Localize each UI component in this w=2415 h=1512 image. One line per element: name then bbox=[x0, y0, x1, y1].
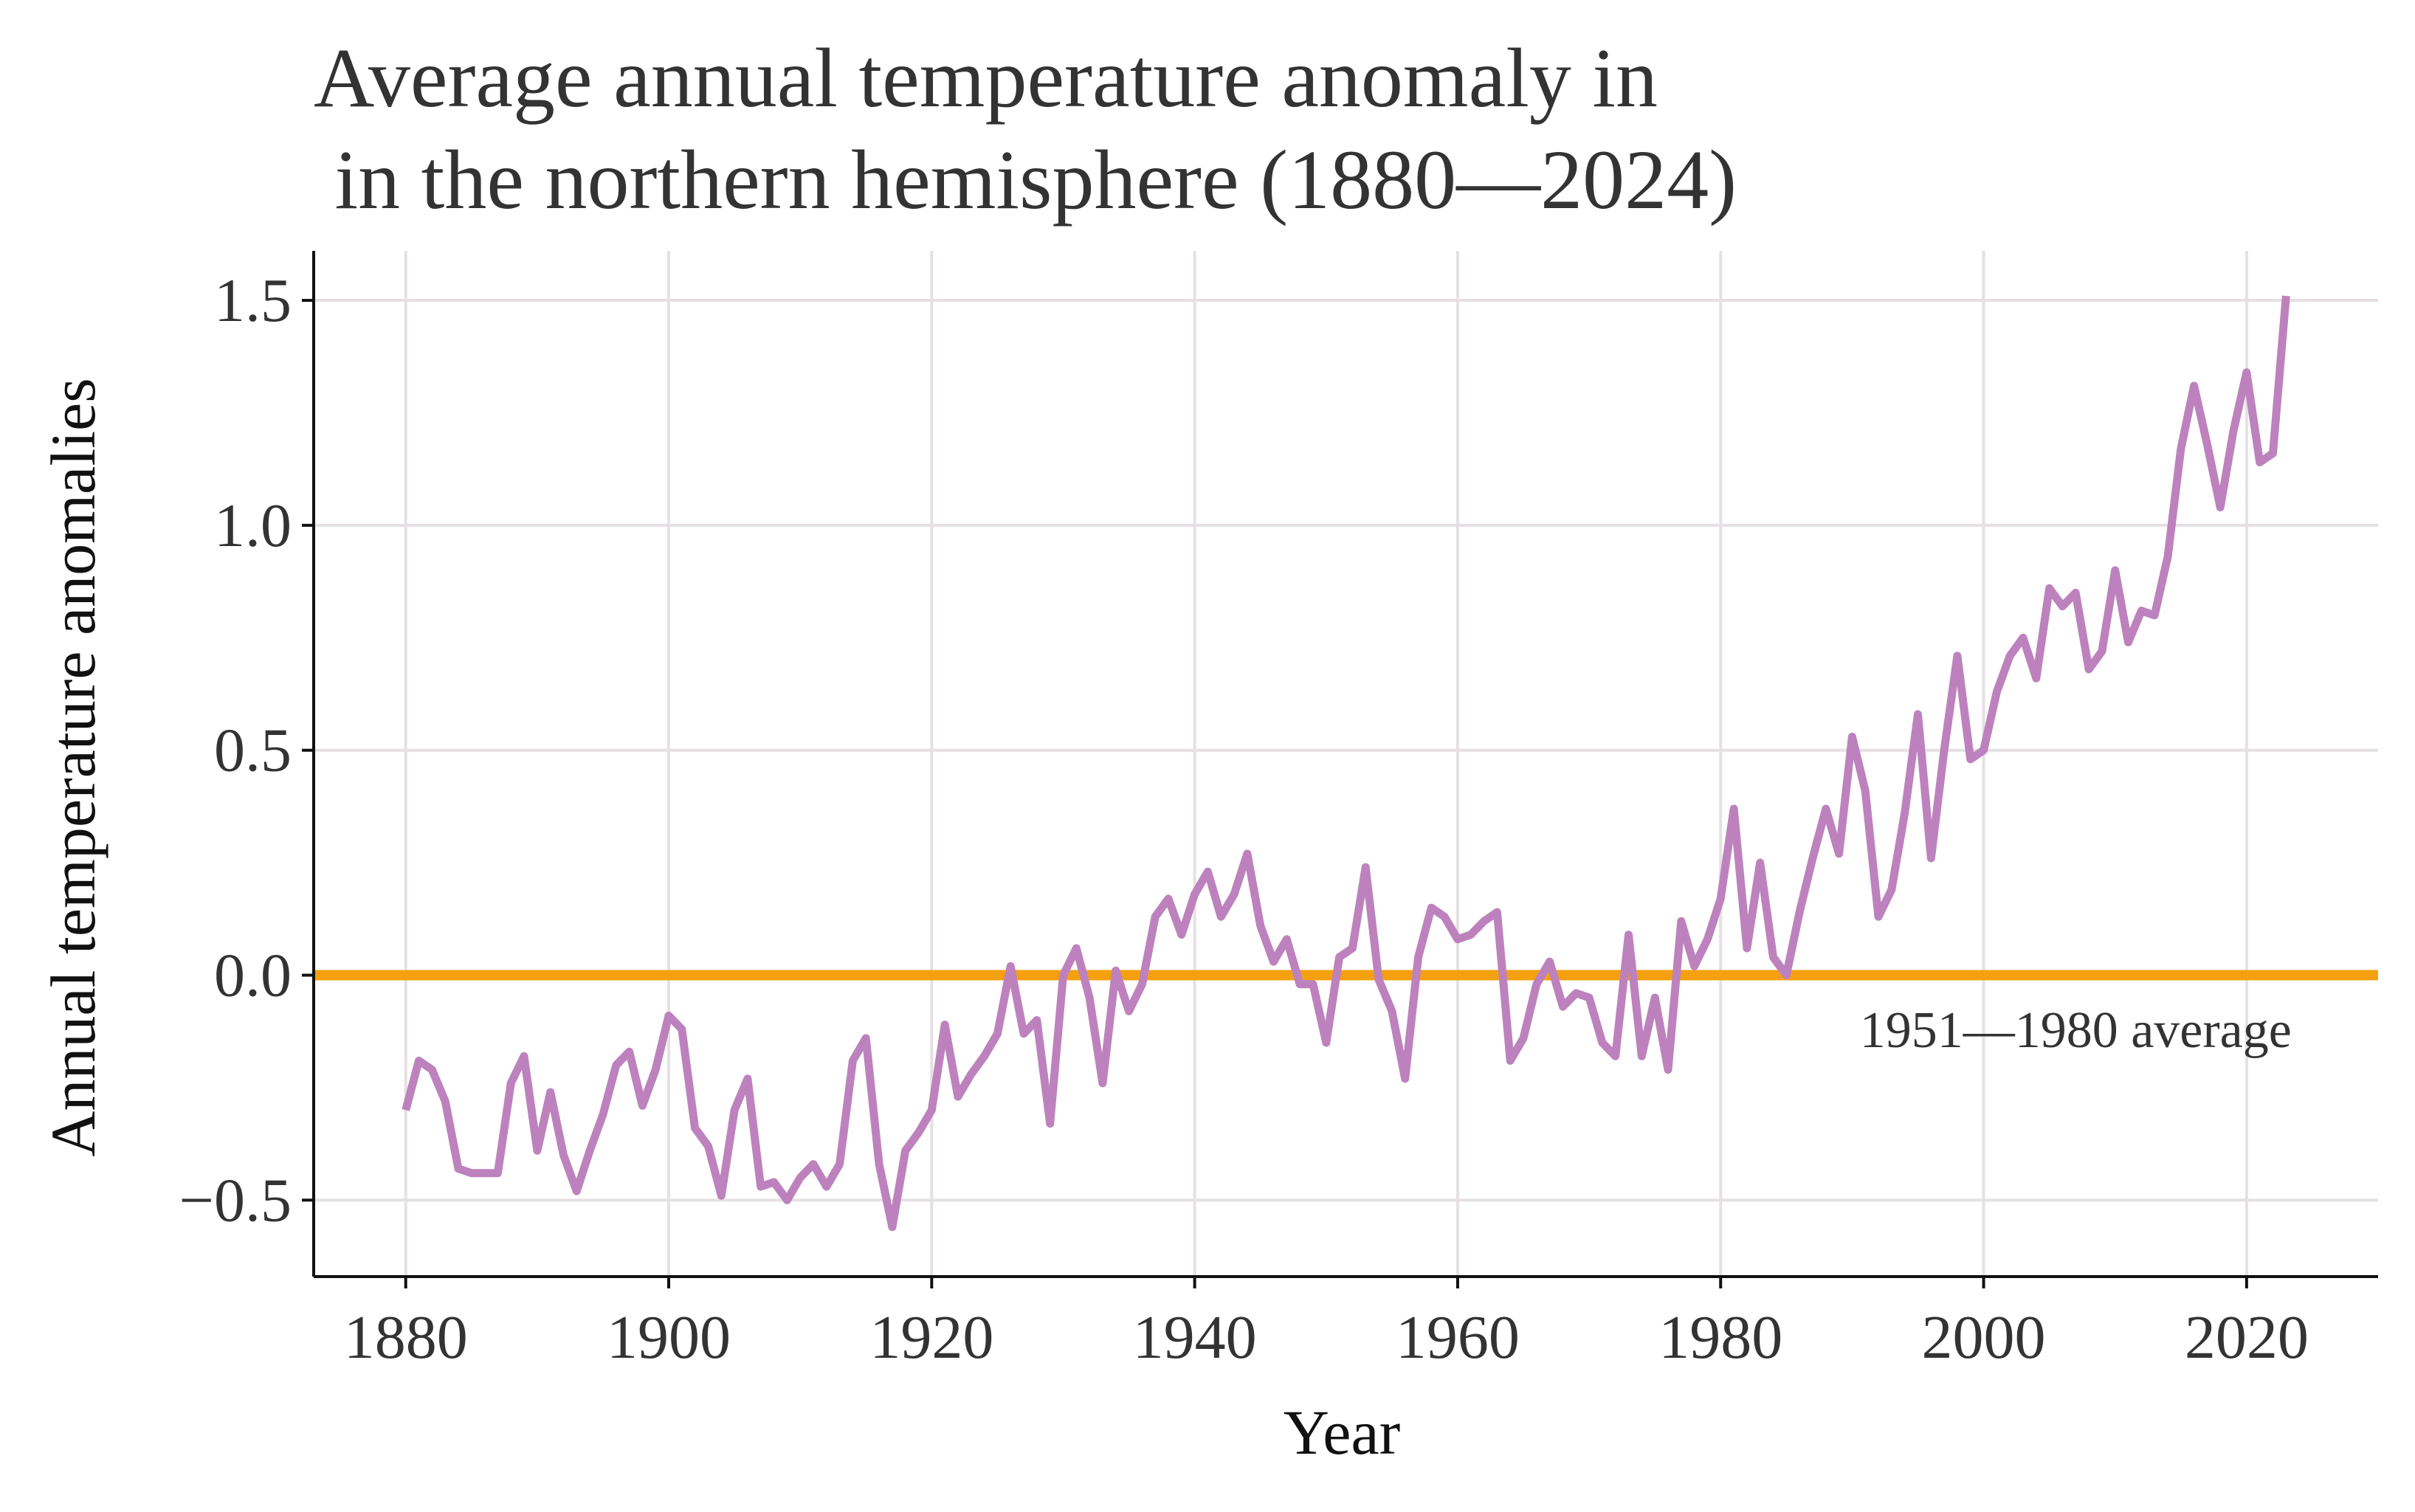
y-tick-label: −0.5 bbox=[179, 1166, 292, 1235]
x-tick-label: 1920 bbox=[869, 1303, 993, 1372]
x-axis-label: Year bbox=[1284, 1397, 1400, 1468]
x-tick-label: 1980 bbox=[1658, 1303, 1782, 1372]
y-tick-label: 0.0 bbox=[214, 942, 292, 1010]
x-tick-label: 1960 bbox=[1396, 1303, 1520, 1372]
y-tick-label: 1.0 bbox=[214, 491, 292, 560]
chart-title-line-1: Average annual temperature anomaly in bbox=[314, 31, 1658, 125]
chart-title-line-2: in the northern hemisphere (1880—2024) bbox=[314, 133, 1737, 227]
x-tick-label: 1880 bbox=[344, 1303, 468, 1372]
y-tick-labels: 1.5 1.0 0.5 0.0 −0.5 bbox=[179, 266, 292, 1235]
x-tick-label: 1940 bbox=[1133, 1303, 1257, 1372]
axes-group bbox=[302, 251, 2378, 1288]
x-tick-label: 2020 bbox=[2185, 1303, 2309, 1372]
series-group bbox=[402, 295, 2290, 1232]
y-axis-label: Annual temperature anomalies bbox=[38, 378, 108, 1156]
x-tick-labels: 1880 1900 1920 1940 1960 1980 2000 2020 bbox=[344, 1303, 2309, 1372]
y-tick-label: 0.5 bbox=[214, 717, 292, 785]
y-tick-label: 1.5 bbox=[214, 266, 292, 335]
x-tick-label: 1900 bbox=[607, 1303, 731, 1372]
reference-line-annotation: 1951—1980 average bbox=[1860, 1002, 2292, 1059]
series-line-0 bbox=[402, 295, 2290, 1232]
x-tick-label: 2000 bbox=[1922, 1303, 2046, 1372]
